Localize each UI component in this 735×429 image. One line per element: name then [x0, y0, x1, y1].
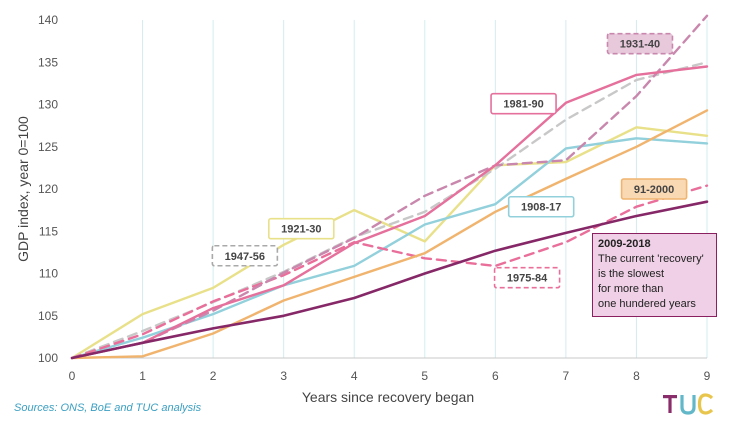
series-label-text-1947-56: 1947-56: [225, 251, 265, 263]
y-tick-105: 105: [38, 309, 58, 323]
axis-layer: 0 1 2 3 4 5 6 7 8 9 100 105 110 115 120 125 130 135 140: [38, 13, 711, 383]
series-label-1981-90: 1981-90: [490, 92, 557, 115]
tuc-logo: [663, 393, 714, 415]
y-tick-140: 140: [38, 13, 58, 27]
source-note: Sources: ONS, BoE and TUC analysis: [14, 402, 202, 414]
annotation-line-4: one hundered years: [598, 298, 696, 310]
series-line-2009-2018: [70, 200, 709, 360]
series-layer: [70, 14, 709, 360]
series-line-1981-90: [70, 65, 709, 360]
series-label-1947-56: 1947-56: [211, 244, 279, 267]
series-label-text-1981-90: 1981-90: [503, 99, 543, 111]
series-label-1931-40: 1931-40: [606, 32, 674, 55]
series-label-text-1921-30: 1921-30: [281, 224, 321, 236]
annotation-line-1: The current 'recovery': [598, 253, 704, 265]
x-tick-7: 7: [563, 369, 570, 383]
x-tick-1: 1: [139, 369, 146, 383]
grid-layer: [142, 20, 708, 358]
x-tick-0: 0: [69, 369, 76, 383]
x-tick-8: 8: [633, 369, 640, 383]
y-tick-120: 120: [38, 182, 58, 196]
y-tick-115: 115: [39, 224, 58, 238]
x-tick-6: 6: [492, 369, 499, 383]
series-label-1921-30: 1921-30: [268, 217, 335, 240]
annotation-line-2: is the slowest: [598, 268, 665, 280]
series-label-text-91-2000: 91-2000: [634, 184, 674, 196]
x-tick-3: 3: [280, 369, 287, 383]
x-axis-title: Years since recovery began: [302, 389, 474, 405]
series-label-text-1975-84: 1975-84: [507, 273, 548, 285]
series-label-1908-17: 1908-17: [507, 195, 575, 218]
series-line-91-2000: [70, 109, 709, 360]
series-label-text-1931-40: 1931-40: [620, 39, 660, 51]
series-line-1921-30: [70, 126, 709, 360]
x-tick-4: 4: [351, 369, 358, 383]
series-label-1975-84: 1975-84: [493, 266, 561, 289]
x-tick-5: 5: [421, 369, 428, 383]
series-label-text-1908-17: 1908-17: [521, 202, 561, 214]
x-tick-2: 2: [210, 369, 217, 383]
annotation-line-3: for more than: [598, 283, 664, 295]
y-tick-130: 130: [38, 98, 58, 112]
y-tick-135: 135: [38, 55, 58, 69]
y-tick-100: 100: [38, 351, 58, 365]
annotation-title: 2009-2018: [598, 238, 651, 250]
y-tick-125: 125: [38, 140, 58, 154]
annotation-callout: 2009-2018 The current 'recovery' is the …: [592, 233, 717, 317]
label-layer: 1921-30 1947-56 1908-17 1975-84 1931-40 91-20…: [211, 32, 688, 289]
series-label-91-2000: 91-2000: [620, 178, 688, 200]
x-tick-9: 9: [704, 369, 711, 383]
y-axis-title: GDP index, year 0=100: [15, 116, 31, 262]
y-tick-110: 110: [39, 267, 58, 281]
